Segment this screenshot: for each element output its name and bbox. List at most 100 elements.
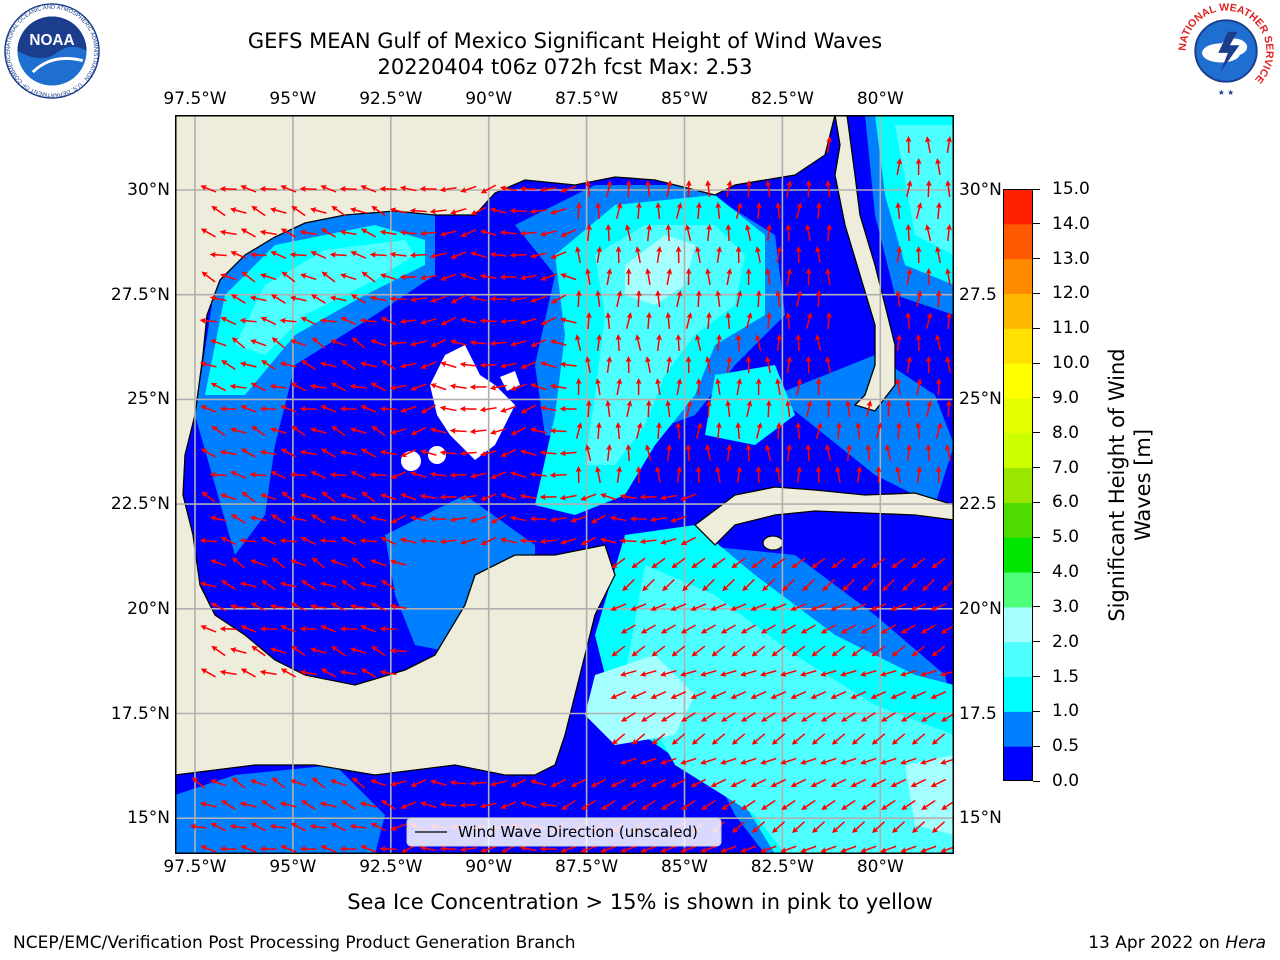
wave-arrow	[459, 494, 477, 501]
wave-arrow	[340, 536, 357, 546]
wave-arrow	[575, 202, 582, 220]
wave-arrow	[249, 251, 267, 258]
wave-arrow	[871, 733, 886, 745]
lon-tick-label-bottom: 97.5°W	[163, 857, 227, 877]
wave-arrow	[231, 557, 246, 569]
wave-arrow	[499, 318, 517, 325]
wave-arrow	[595, 466, 601, 483]
wave-arrow	[935, 290, 942, 308]
wave-arrow	[211, 645, 226, 657]
wave-arrow	[871, 821, 886, 834]
wave-arrow	[489, 251, 507, 258]
wave-arrow	[796, 290, 803, 307]
wave-arrow	[540, 273, 557, 281]
wave-arrow	[370, 339, 387, 347]
wave-arrow	[310, 294, 326, 304]
wave-arrow	[560, 845, 577, 853]
wave-arrow	[499, 362, 517, 369]
wave-arrow	[389, 295, 407, 302]
wave-arrow	[440, 361, 457, 369]
wave-arrow	[311, 337, 326, 349]
wave-arrow	[469, 428, 487, 435]
lat-tick-label-left: 15°N	[127, 808, 170, 829]
wave-arrow	[219, 845, 237, 852]
wave-arrow	[740, 845, 757, 853]
wave-arrow	[850, 691, 867, 699]
wave-arrow	[460, 273, 477, 281]
map-frame	[175, 115, 954, 854]
colorbar-segment	[1003, 537, 1033, 573]
wave-arrow	[931, 557, 946, 569]
wave-arrow	[229, 647, 247, 654]
wave-arrow	[945, 400, 952, 418]
wave-arrow	[925, 180, 932, 198]
wave-arrow	[775, 290, 782, 308]
wave-arrow	[850, 778, 867, 788]
wave-arrow	[615, 334, 622, 352]
wave-arrow	[510, 426, 527, 436]
lon-tick-label-bottom: 92.5°W	[359, 857, 423, 877]
wave-arrow	[870, 778, 887, 788]
wave-arrow	[459, 450, 477, 457]
wave-arrow	[519, 449, 537, 456]
wave-arrow	[796, 466, 803, 484]
wave-arrow	[791, 557, 806, 569]
wave-arrow	[895, 202, 902, 220]
wave-arrow	[635, 466, 642, 484]
wave-arrow	[780, 757, 797, 765]
wave-arrow	[380, 493, 397, 501]
colorbar-tick-mark	[1033, 676, 1040, 678]
wave-arrow	[559, 317, 577, 324]
wave-arrow	[201, 271, 216, 283]
wave-arrow	[805, 356, 812, 374]
wave-arrow	[610, 691, 627, 699]
wave-arrow	[675, 422, 682, 440]
wave-arrow	[260, 316, 277, 326]
wave-arrow	[399, 362, 417, 369]
wave-arrow	[682, 578, 695, 592]
colorbar-segment	[1003, 606, 1033, 643]
wave-arrow	[755, 466, 762, 484]
wave-arrow	[730, 778, 747, 788]
wave-arrow	[619, 493, 637, 500]
wave-arrow	[570, 515, 587, 523]
wave-arrow	[900, 624, 916, 634]
wave-arrow	[479, 362, 497, 369]
wave-arrow	[299, 845, 317, 852]
wave-arrow	[279, 317, 297, 324]
wave-arrow	[580, 493, 597, 501]
wave-arrow	[759, 670, 777, 677]
wave-arrow	[745, 444, 752, 462]
wave-arrow	[630, 603, 647, 611]
wave-arrow	[351, 557, 366, 569]
wave-arrow	[249, 295, 267, 302]
wave-arrow	[945, 444, 952, 461]
wave-arrow	[309, 383, 327, 390]
wave-arrow	[550, 207, 567, 215]
wave-arrow	[379, 229, 397, 236]
wave-arrow	[221, 580, 236, 591]
wave-arrow	[631, 557, 646, 569]
wave-arrow	[702, 578, 715, 592]
wave-arrow	[916, 378, 923, 396]
wave-arrow	[910, 603, 927, 611]
wave-arrow	[831, 821, 846, 834]
wave-arrow	[926, 400, 933, 417]
wave-arrow	[560, 537, 577, 545]
wave-arrow	[460, 228, 477, 237]
wave-arrow	[529, 515, 547, 522]
wave-arrow	[320, 625, 337, 633]
wave-arrow	[210, 602, 227, 612]
wave-arrow	[870, 603, 887, 611]
wave-arrow	[685, 356, 692, 374]
wave-arrow	[200, 625, 217, 633]
wave-arrow	[460, 537, 477, 545]
wave-arrow	[439, 230, 457, 237]
wave-arrow	[760, 624, 776, 634]
wave-arrow	[350, 514, 366, 524]
wave-arrow	[389, 559, 407, 566]
wave-arrow	[201, 491, 216, 503]
wave-arrow	[539, 845, 557, 852]
wave-arrow	[220, 536, 237, 546]
wave-arrow	[650, 778, 667, 788]
